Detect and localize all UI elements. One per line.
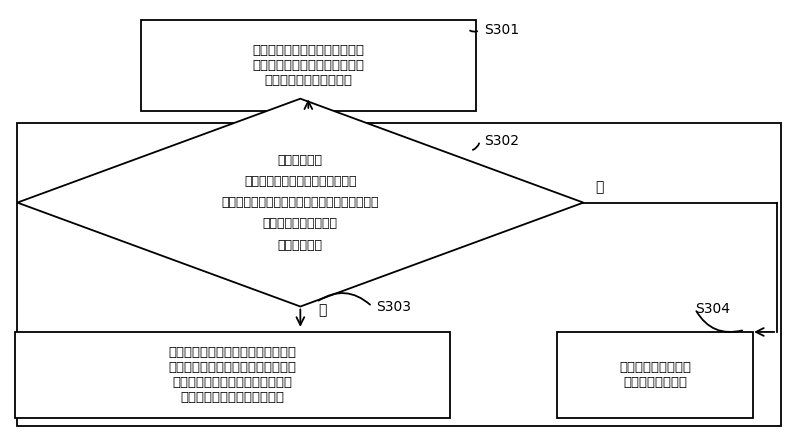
Bar — [15, 332, 450, 418]
Text: 是: 是 — [318, 303, 326, 317]
Text: S303: S303 — [376, 299, 411, 314]
Text: 否: 否 — [595, 180, 604, 194]
Text: 择的流量平衡策略的情况下，各成员口流量差异: 择的流量平衡策略的情况下，各成员口流量差异 — [222, 196, 379, 209]
Text: S301: S301 — [484, 23, 519, 37]
Text: 是否变大且变化幅度超: 是否变大且变化幅度超 — [263, 217, 338, 231]
Text: 选择单位时间内各成员口流量差
异最小的流量平衡策略作为聚合
口所使用的流量平衡策略: 选择单位时间内各成员口流量差 异最小的流量平衡策略作为聚合 口所使用的流量平衡策… — [252, 44, 364, 87]
Text: S302: S302 — [484, 134, 518, 148]
Text: 出设定的范围: 出设定的范围 — [278, 239, 323, 251]
Text: S304: S304 — [695, 302, 730, 316]
Polygon shape — [18, 99, 583, 307]
Bar — [558, 332, 753, 418]
Text: 维持所述聚合口当前
流量平衡策略不变: 维持所述聚合口当前 流量平衡策略不变 — [619, 361, 691, 389]
Text: 重新确定单位时间内各成员口流量差
异最小的流量平衡策略，并将重新确
定的所述流量平衡策略作为该聚合
口当前所使用的流量平衡策略: 重新确定单位时间内各成员口流量差 异最小的流量平衡策略，并将重新确 定的所述流量… — [169, 346, 297, 404]
Bar — [18, 123, 781, 426]
Text: 周期地在单位: 周期地在单位 — [278, 154, 323, 166]
Text: 时间内，判断该聚合口在使用所选: 时间内，判断该聚合口在使用所选 — [244, 175, 357, 188]
Bar — [141, 20, 476, 111]
